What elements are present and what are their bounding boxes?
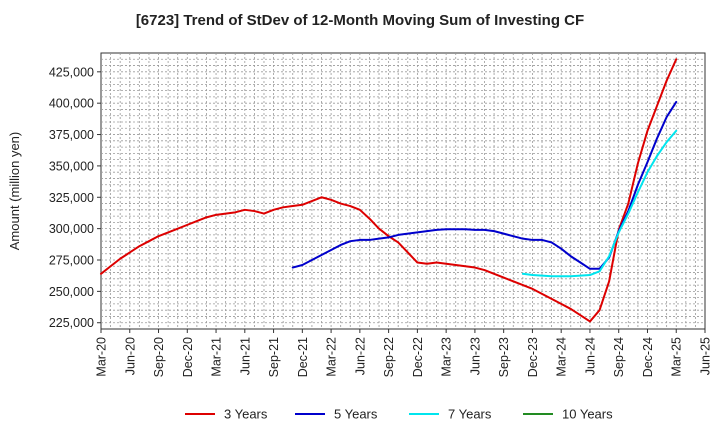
y-tick-label: 275,000 <box>49 254 94 268</box>
x-tick-label: Jun-25 <box>699 337 713 375</box>
x-tick-label: Jun-22 <box>353 337 367 375</box>
x-tick-label: Mar-25 <box>670 337 684 377</box>
x-tick-label: Dec-20 <box>181 337 195 377</box>
series-line-3-years <box>100 58 678 323</box>
x-tick-label: Sep-24 <box>612 337 626 377</box>
legend: 3 Years 5 Years 7 Years 10 Years <box>185 407 613 422</box>
x-tick-label: Jun-23 <box>468 337 482 375</box>
y-tick-label: 400,000 <box>49 97 94 111</box>
legend-label-10-years: 10 Years <box>562 407 613 422</box>
y-tick-label: 250,000 <box>49 285 94 299</box>
y-tick-label: 225,000 <box>49 316 94 330</box>
x-tick-label: Mar-23 <box>440 337 454 377</box>
x-tick-label: Dec-24 <box>641 337 655 377</box>
x-tick-label: Sep-20 <box>152 337 166 377</box>
x-tick-label: Sep-23 <box>497 337 511 377</box>
series-layer <box>100 58 678 323</box>
x-tick-label: Dec-23 <box>526 337 540 377</box>
x-tick-label: Jun-24 <box>583 337 597 375</box>
x-tick-label: Mar-21 <box>210 337 224 377</box>
y-tick-label: 425,000 <box>49 65 94 79</box>
legend-label-3-years: 3 Years <box>224 407 268 422</box>
x-tick-label: Mar-20 <box>95 337 109 377</box>
axis-layer: 225,000 250,000 275,000 300,000 325,000 350,0… <box>49 65 713 377</box>
y-tick-label: 325,000 <box>49 191 94 205</box>
x-tick-label: Dec-22 <box>411 337 425 377</box>
chart-title: [6723] Trend of StDev of 12-Month Moving… <box>136 12 584 29</box>
x-tick-label: Jun-21 <box>238 337 252 375</box>
legend-label-7-years: 7 Years <box>448 407 492 422</box>
y-tick-label: 375,000 <box>49 128 94 142</box>
x-tick-label: Mar-24 <box>555 337 569 377</box>
x-tick-label: Dec-21 <box>296 337 310 377</box>
y-tick-label: 350,000 <box>49 159 94 173</box>
y-tick-label: 300,000 <box>49 222 94 236</box>
y-axis-label: Amount (million yen) <box>7 132 22 251</box>
series-line-7-years <box>521 129 678 278</box>
x-tick-label: Sep-22 <box>382 337 396 377</box>
grid-layer <box>100 52 706 330</box>
legend-label-5-years: 5 Years <box>334 407 378 422</box>
x-tick-label: Jun-20 <box>123 337 137 375</box>
x-tick-label: Sep-21 <box>267 337 281 377</box>
x-tick-label: Mar-22 <box>325 337 339 377</box>
